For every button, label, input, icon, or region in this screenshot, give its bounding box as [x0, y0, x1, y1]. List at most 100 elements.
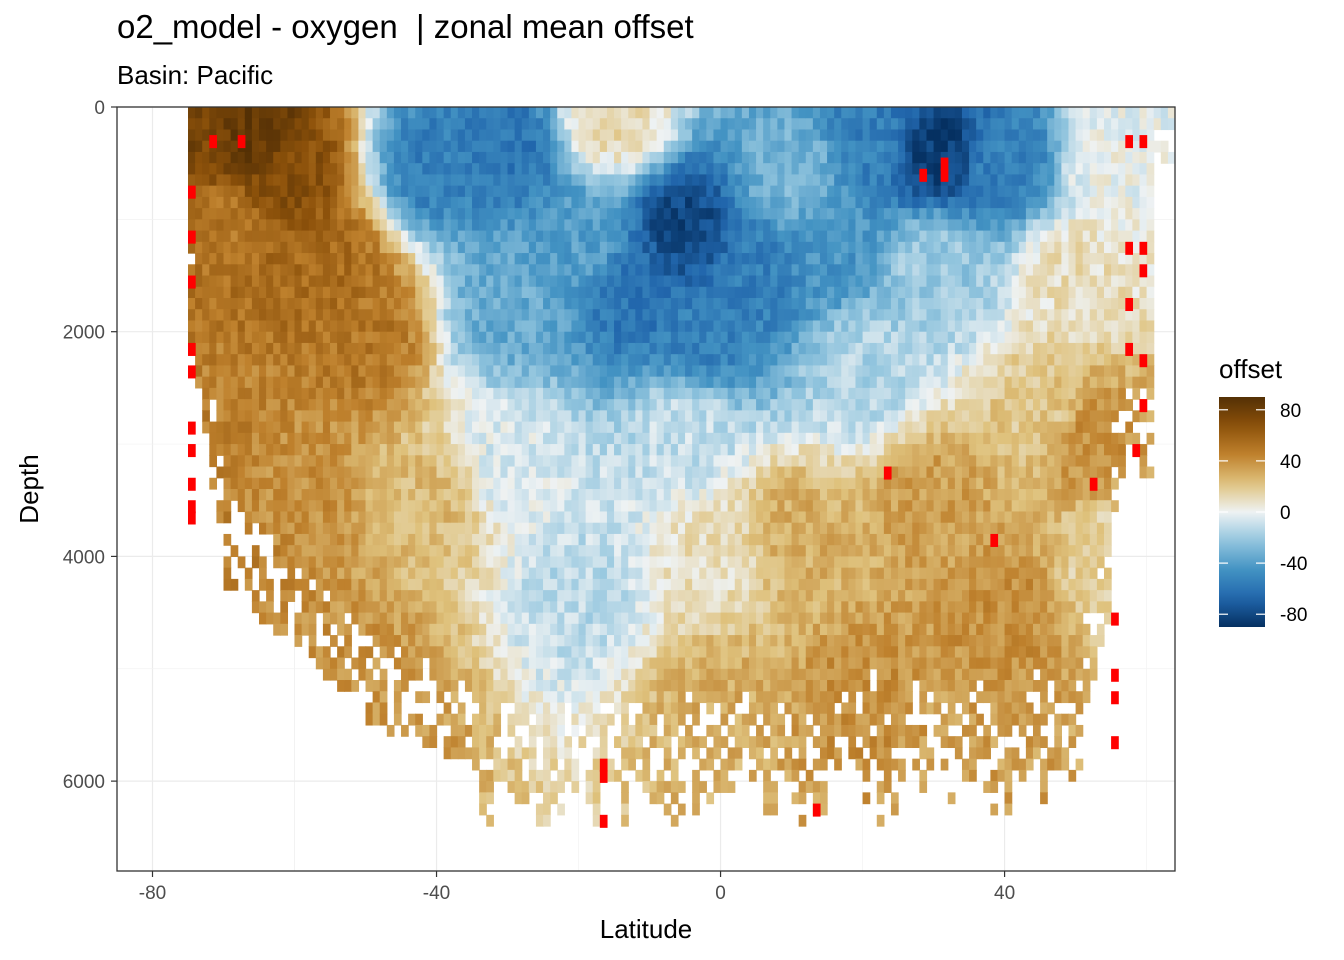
heatmap-cell: [379, 500, 388, 513]
heatmap-cell: [649, 657, 658, 670]
heatmap-cell: [294, 129, 303, 142]
heatmap-cell: [756, 545, 764, 558]
heatmap-cell: [464, 601, 473, 614]
heatmap-cell: [784, 702, 793, 715]
heatmap-cell: [699, 163, 707, 176]
heatmap-cell: [798, 680, 807, 692]
heatmap-cell: [805, 140, 814, 153]
heatmap-cell: [812, 342, 821, 355]
heatmap-cell: [280, 286, 289, 299]
heatmap-cell: [827, 466, 835, 479]
heatmap-cell: [770, 219, 778, 232]
heatmap-cell: [543, 286, 551, 299]
heatmap-cell: [521, 410, 530, 423]
heatmap-cell: [606, 601, 615, 614]
heatmap-cell: [649, 601, 658, 614]
heatmap-cell: [408, 657, 416, 670]
heatmap-cell: [436, 556, 445, 569]
heatmap-cell: [344, 680, 352, 692]
heatmap-cell: [550, 466, 558, 479]
heatmap-cell: [301, 309, 310, 322]
heatmap-cell: [472, 736, 480, 749]
heatmap-cell: [386, 309, 395, 322]
heatmap-cell: [557, 275, 565, 288]
heatmap-cell: [543, 432, 551, 445]
heatmap-cell: [727, 668, 736, 681]
heatmap-cell: [479, 331, 487, 344]
heatmap-cell: [805, 410, 814, 423]
heatmap-cell: [507, 612, 516, 625]
heatmap-cell: [798, 174, 807, 187]
heatmap-cell: [301, 410, 310, 423]
heatmap-cell: [670, 545, 679, 558]
heatmap-cell: [677, 286, 686, 299]
heatmap-cell: [621, 545, 629, 558]
heatmap-cell: [635, 590, 644, 602]
heatmap-cell: [841, 635, 849, 647]
heatmap-cell: [663, 533, 672, 546]
heatmap-cell: [606, 410, 615, 423]
heatmap-cell: [464, 140, 473, 153]
heatmap-cell: [663, 590, 672, 602]
heatmap-cell: [479, 702, 487, 715]
heatmap-cell: [464, 107, 473, 119]
heatmap-cell: [535, 814, 544, 827]
heatmap-cell: [621, 713, 629, 726]
heatmap-cell: [472, 556, 480, 569]
heatmap-cell: [770, 107, 778, 119]
heatmap-cell: [550, 747, 558, 760]
heatmap-cell: [713, 567, 722, 580]
heatmap-cell: [521, 545, 530, 558]
heatmap-cell: [486, 286, 494, 299]
heatmap-cell: [770, 208, 778, 220]
heatmap-cell: [294, 477, 303, 490]
heatmap-cell: [479, 387, 487, 400]
heatmap-cell: [251, 107, 260, 119]
heatmap-cell: [578, 578, 587, 591]
heatmap-cell: [344, 354, 352, 367]
heatmap-cell: [642, 747, 651, 760]
heatmap-cell: [727, 107, 736, 119]
heatmap-cell: [464, 129, 473, 142]
heatmap-cell: [315, 298, 324, 310]
heatmap-cell: [770, 365, 778, 378]
heatmap-cell: [706, 331, 715, 344]
heatmap-cell: [351, 264, 360, 277]
heatmap-cell: [763, 253, 771, 265]
heatmap-cell: [535, 635, 544, 647]
heatmap-cell: [663, 309, 672, 322]
heatmap-cell: [763, 387, 771, 400]
heatmap-cell: [720, 466, 729, 479]
heatmap-cell: [493, 129, 502, 142]
heatmap-cell: [621, 376, 629, 389]
heatmap-cell: [358, 590, 367, 602]
heatmap-cell: [486, 646, 494, 659]
heatmap-cell: [379, 107, 388, 119]
heatmap-cell: [741, 657, 750, 670]
heatmap-cell: [656, 522, 665, 535]
heatmap-cell: [720, 680, 729, 692]
heatmap-cell: [280, 298, 289, 310]
heatmap-cell: [614, 736, 622, 749]
heatmap-cell: [571, 601, 580, 614]
heatmap-cell: [493, 623, 502, 636]
heatmap-cell: [791, 163, 800, 176]
heatmap-cell: [422, 208, 431, 220]
heatmap-cell: [834, 309, 842, 322]
heatmap-cell: [521, 556, 530, 569]
heatmap-cell: [315, 601, 324, 614]
heatmap-cell: [358, 174, 367, 187]
heatmap-cell: [798, 264, 807, 277]
heatmap-cell: [748, 151, 757, 164]
heatmap-cell: [251, 365, 260, 378]
heatmap-cell: [741, 466, 750, 479]
heatmap-cell: [834, 691, 842, 704]
heatmap-cell: [422, 724, 431, 737]
heatmap-cell: [557, 691, 565, 704]
heatmap-cell: [819, 118, 828, 131]
heatmap-cell: [805, 477, 814, 490]
heatmap-cell: [628, 477, 636, 490]
heatmap-cell: [514, 668, 523, 681]
heatmap-cell: [692, 556, 700, 569]
heatmap-cell: [443, 556, 452, 569]
